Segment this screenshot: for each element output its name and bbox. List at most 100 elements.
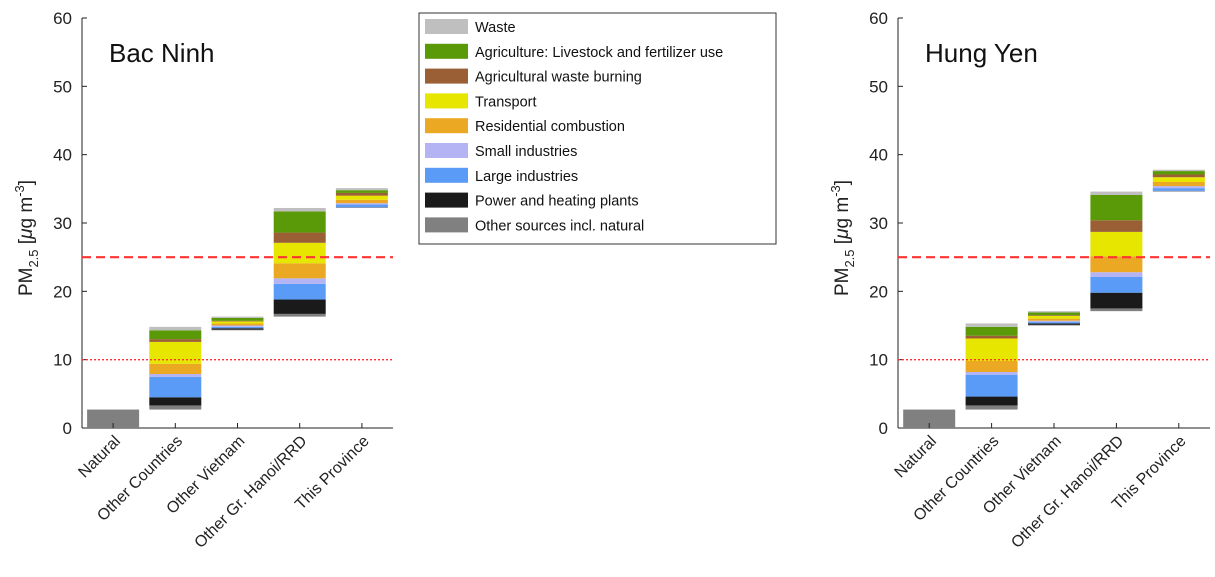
- y-axis-label-part: 2.5: [842, 249, 857, 267]
- y-axis-label-part: -3: [828, 185, 843, 197]
- y-tick-label: 50: [53, 77, 72, 96]
- bar-segment: [211, 320, 264, 322]
- legend-item: Waste: [425, 19, 516, 36]
- legend-item: Agriculture: Livestock and fertilizer us…: [425, 43, 723, 61]
- legend-label: Transport: [475, 94, 537, 110]
- bar-segment: [1090, 231, 1143, 257]
- bar-segment: [1152, 182, 1205, 187]
- bar-segment: [211, 317, 264, 321]
- bar-segment: [149, 376, 202, 398]
- legend-swatch: [425, 68, 468, 84]
- bar-segment: [273, 313, 326, 317]
- bar-segment: [965, 335, 1018, 339]
- bar-segment: [1028, 323, 1080, 325]
- bar-segment: [965, 323, 1018, 327]
- bar-segment: [149, 397, 202, 406]
- x-tick-label: Natural: [892, 433, 940, 481]
- legend-item: Small industries: [425, 143, 577, 160]
- bar-segment: [149, 330, 202, 340]
- bar-segment: [965, 338, 1018, 362]
- bar-segment: [335, 203, 388, 205]
- bar-segment: [1152, 177, 1205, 182]
- legend-box: [418, 12, 777, 245]
- bar-segment: [965, 326, 1018, 336]
- y-tick-label: 60: [869, 9, 888, 28]
- legend-label: Waste: [475, 20, 516, 36]
- bar-segment: [149, 326, 202, 331]
- y-tick-label: 0: [879, 419, 888, 438]
- legend-label: Agriculture: Livestock and fertilizer us…: [475, 45, 723, 61]
- bar-segment: [1090, 276, 1143, 293]
- panel-title: Hung Yen: [925, 38, 1038, 68]
- bar-segment: [273, 283, 326, 300]
- legend-swatch: [425, 93, 468, 109]
- bar-segment: [149, 374, 202, 377]
- bar-segment: [1090, 220, 1143, 232]
- legend-swatch: [425, 192, 468, 208]
- bar-segment: [87, 409, 140, 428]
- bar-segment: [273, 278, 326, 284]
- legend-label: Other sources incl. natural: [475, 218, 644, 234]
- bar-segment: [1090, 256, 1143, 273]
- bar-segment: [211, 325, 264, 327]
- bar-segment: [1152, 174, 1205, 178]
- y-tick-label: 50: [869, 77, 888, 96]
- bar-segment: [335, 199, 388, 204]
- bar-segment: [1090, 191, 1143, 195]
- y-axis-label-part: PM: [16, 268, 37, 297]
- bar-segment: [1090, 308, 1143, 312]
- bar-segment: [1028, 318, 1080, 321]
- legend-swatch: [425, 118, 468, 134]
- legend-item: Residential combustion: [425, 118, 625, 135]
- y-axis-label-part: μ: [16, 228, 37, 240]
- bar-segment: [211, 323, 264, 326]
- y-axis-label-part: g m: [832, 197, 853, 229]
- bar-segment: [149, 341, 202, 364]
- y-tick-label: 0: [63, 419, 72, 438]
- bar-segment: [1152, 169, 1205, 172]
- bar-segment: [211, 328, 264, 330]
- bar-segment: [965, 374, 1018, 397]
- bar-segment: [1090, 194, 1143, 221]
- bar-segment: [273, 207, 326, 212]
- y-tick-label: 10: [53, 351, 72, 370]
- bar-segment: [1028, 322, 1080, 324]
- legend-swatch: [425, 143, 468, 158]
- bar-segment: [1152, 186, 1205, 189]
- bar-segment: [1028, 315, 1080, 319]
- y-tick-label: 20: [869, 282, 888, 301]
- legend-item: Transport: [425, 93, 537, 110]
- legend-swatch: [425, 19, 468, 34]
- bar-segment: [1090, 272, 1143, 277]
- y-axis-label: PM2.5 [μg m-3]: [828, 180, 857, 296]
- y-axis-label-part: μ: [832, 228, 853, 240]
- bar-segment: [335, 190, 388, 193]
- legend-label: Residential combustion: [475, 119, 625, 135]
- legend-label: Power and heating plants: [475, 194, 639, 210]
- bar-segment: [1028, 311, 1080, 313]
- legend-swatch: [425, 167, 468, 183]
- y-axis-label-part: ]: [832, 180, 853, 185]
- bar-segment: [149, 339, 202, 342]
- y-axis-label-part: ]: [16, 180, 37, 185]
- y-tick-label: 20: [53, 282, 72, 301]
- bar-segment: [335, 207, 388, 208]
- legend-label: Large industries: [475, 169, 578, 185]
- bar-segment: [965, 371, 1018, 375]
- y-tick-label: 10: [869, 351, 888, 370]
- bar-segment: [903, 409, 956, 428]
- bar-segment: [211, 326, 264, 329]
- y-tick-label: 40: [53, 146, 72, 165]
- bar-segment: [149, 363, 202, 375]
- bar-segment: [965, 396, 1018, 406]
- y-axis-label-part: [: [16, 238, 37, 249]
- bar-segment: [273, 242, 326, 264]
- y-tick-label: 60: [53, 9, 72, 28]
- bar-segment: [273, 263, 326, 279]
- x-tick-label: Other Gr. Hanoi/RRD: [192, 433, 311, 552]
- legend-label: Agricultural waste burning: [475, 70, 642, 86]
